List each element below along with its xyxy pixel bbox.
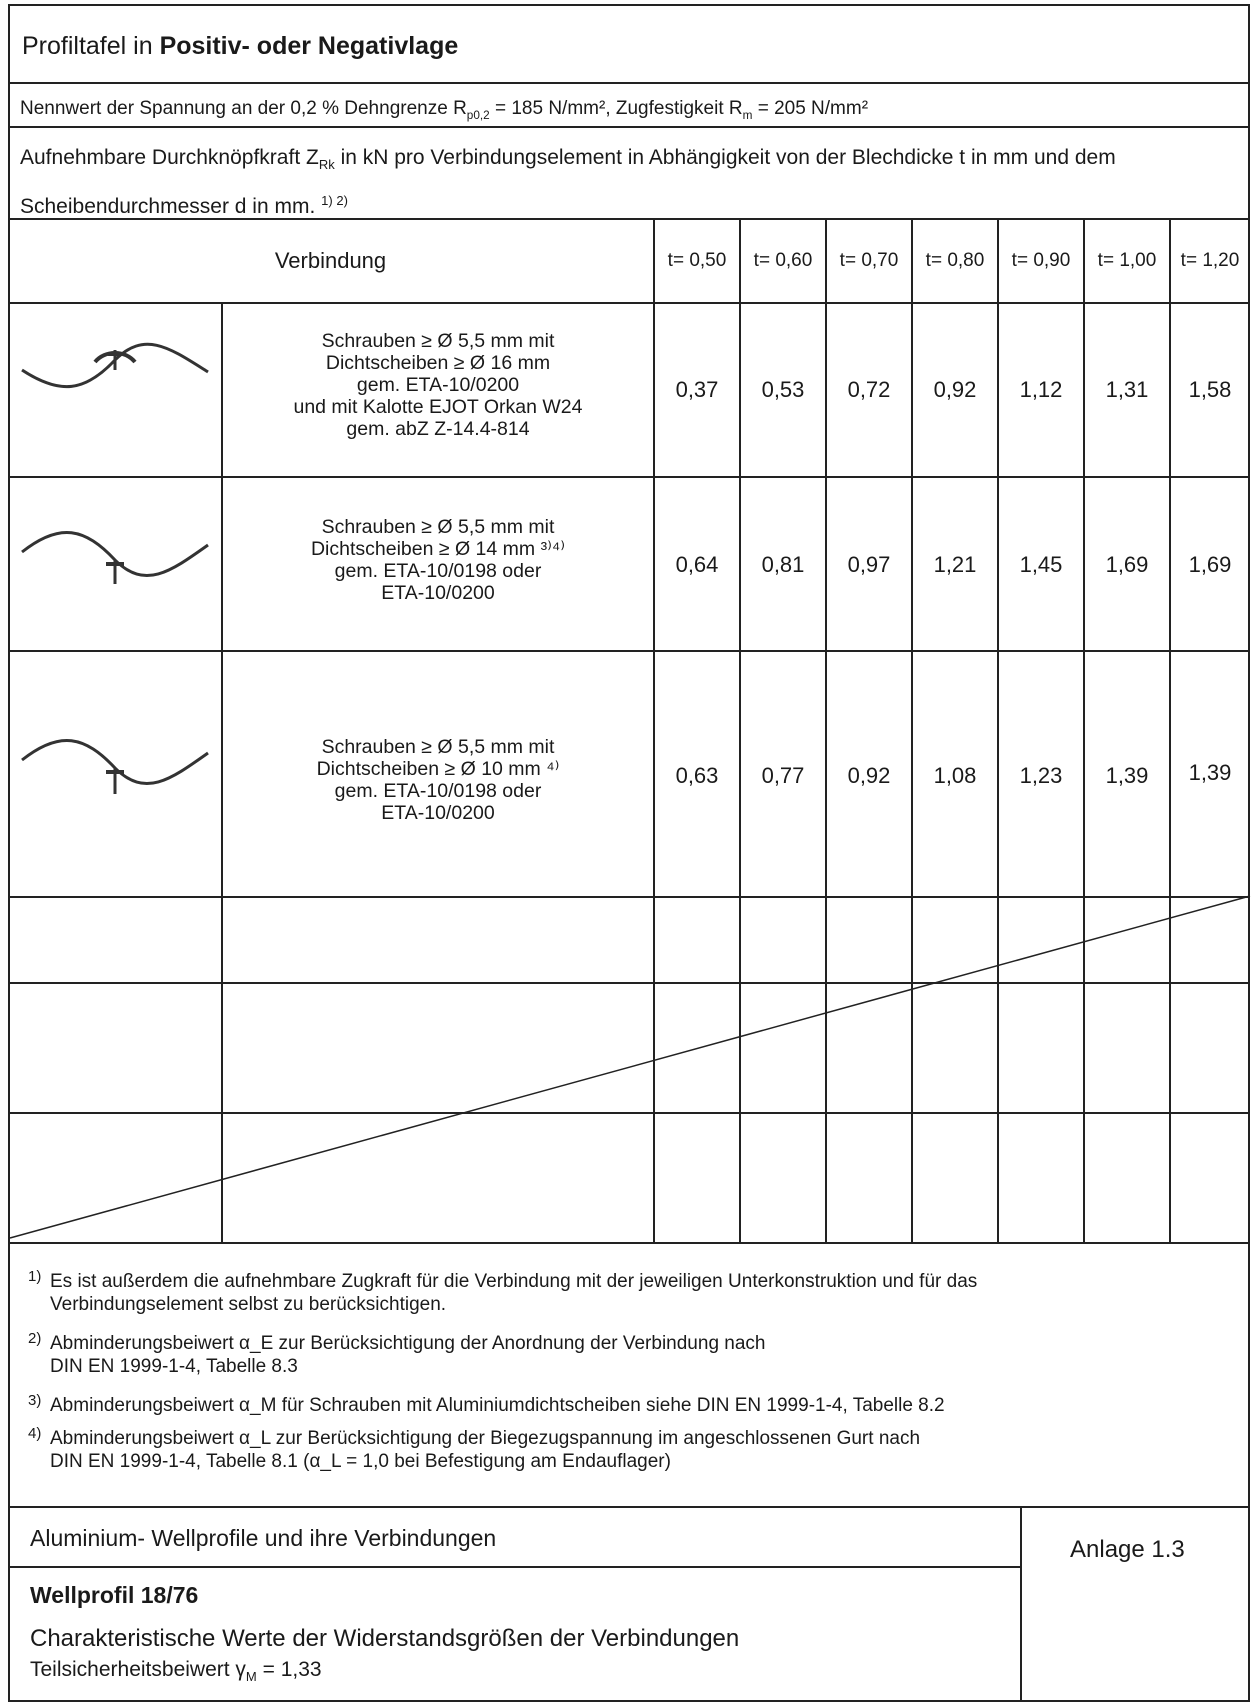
footnote: 3) Abminderungsbeiwert α_M für Schrauben… (28, 1392, 945, 1416)
safety-factor: Teilsicherheitsbeiwert γM = 1,33 (30, 1658, 322, 1685)
table-cell: 1,12 (1019, 377, 1063, 402)
page-title: Profiltafel in Positiv- oder Negativlage (22, 32, 459, 60)
table-cell: 0,53 (761, 377, 805, 402)
thickness-header: t= 0,60 (753, 250, 813, 271)
table-top-border (8, 218, 1250, 220)
table-description: Aufnehmbare Durchknöpfkraft ZRk in kN pr… (20, 146, 1116, 219)
table-cell: 0,37 (675, 377, 719, 402)
wave-profile-screw-bottom-icon (21, 738, 209, 794)
table-cell: 0,63 (675, 763, 719, 788)
table-cell: 1,39 (1105, 763, 1149, 788)
table-cell: 1,21 (933, 552, 977, 577)
wave-profile-screw-bottom-icon (21, 530, 209, 584)
thickness-header: t= 1,20 (1180, 250, 1240, 271)
table-cell: 1,31 (1105, 377, 1149, 402)
thickness-header: t= 0,70 (839, 250, 899, 271)
thickness-header: t= 0,90 (1011, 250, 1071, 271)
table-cell: 0,72 (847, 377, 891, 402)
annex-label: Anlage 1.3 (1070, 1536, 1185, 1563)
footnote: 1) Es ist außerdem die aufnehmbare Zugkr… (28, 1268, 978, 1315)
document-frame (8, 4, 1250, 1702)
connection-header: Verbindung (274, 248, 387, 273)
footnote: 4) Abminderungsbeiwert α_L zur Berücksic… (28, 1425, 921, 1472)
table-cell: 0,77 (761, 763, 805, 788)
thickness-header: t= 0,80 (925, 250, 985, 271)
table-cell: 0,64 (675, 552, 719, 577)
divider (8, 82, 1250, 84)
table-cell: 1,39 (1188, 760, 1232, 785)
footnote: 2) Abminderungsbeiwert α_E zur Berücksic… (28, 1330, 766, 1377)
table-cell: 0,92 (847, 763, 891, 788)
wave-profile-screw-top-icon (21, 342, 209, 389)
connection-description: Schrauben ≥ Ø 5,5 mm mit Dichtscheiben ≥… (316, 736, 560, 824)
thickness-header: t= 0,50 (667, 250, 727, 271)
profile-name: Wellprofil 18/76 (30, 1582, 199, 1608)
divider (8, 1506, 1250, 1508)
table-cell: 0,92 (933, 377, 977, 402)
table-cell: 1,69 (1105, 552, 1149, 577)
table-cell: 1,45 (1019, 552, 1063, 577)
footer-subtitle: Charakteristische Werte der Widerstandsg… (30, 1625, 740, 1652)
divider (8, 126, 1250, 128)
table-cell: 1,58 (1188, 377, 1232, 402)
table-cell: 1,08 (933, 763, 977, 788)
table-cell: 1,69 (1188, 552, 1232, 577)
stress-line: Nennwert der Spannung an der 0,2 % Dehng… (20, 98, 869, 122)
table-cell: 1,23 (1019, 763, 1063, 788)
table-cell: 0,97 (847, 552, 891, 577)
connection-description: Schrauben ≥ Ø 5,5 mm mit Dichtscheiben ≥… (310, 516, 566, 604)
connection-description: Schrauben ≥ Ø 5,5 mm mit Dichtscheiben ≥… (293, 330, 583, 440)
footer-heading: Aluminium- Wellprofile und ihre Verbindu… (30, 1525, 497, 1551)
thickness-header: t= 1,00 (1097, 250, 1157, 271)
table-cell: 0,81 (761, 552, 805, 577)
